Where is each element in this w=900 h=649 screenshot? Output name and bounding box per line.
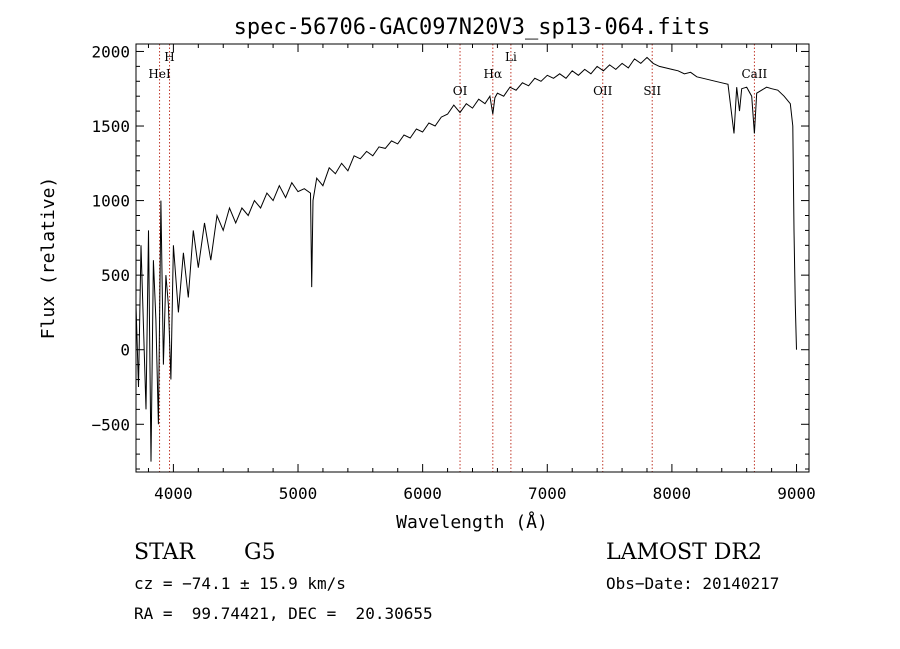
x-tick-label: 4000 [154, 484, 193, 503]
x-tick-label: 7000 [528, 484, 567, 503]
y-tick-label: 1500 [91, 117, 130, 136]
object-subclass: G5 [244, 540, 276, 565]
line-marker-label: SII [643, 84, 661, 98]
y-tick-label: 2000 [91, 42, 130, 61]
line-marker-label: Li [505, 50, 517, 64]
x-tick-label: 5000 [279, 484, 318, 503]
y-axis-label: Flux (relative) [38, 177, 59, 340]
line-marker-label: H [164, 50, 174, 64]
line-marker-label: HeI [148, 67, 171, 81]
line-marker-label: OII [593, 84, 613, 98]
y-tick-label: 0 [120, 341, 130, 360]
chart-title: spec-56706-GAC097N20V3_sp13-064.fits [234, 15, 711, 40]
x-axis-label: Wavelength (Å) [396, 511, 548, 533]
x-tick-label: 9000 [777, 484, 816, 503]
x-tick-label: 6000 [403, 484, 442, 503]
line-marker-label: OI [453, 84, 468, 98]
coordinates: RA = 99.74421, DEC = 20.30655 [134, 604, 433, 623]
spectrum-series-line [135, 56, 797, 462]
object-class: STAR [134, 540, 195, 565]
line-marker-label: Hα [484, 67, 503, 81]
redshift-velocity: cz = −74.1 ± 15.9 km/s [134, 574, 346, 593]
observation-date: Obs−Date: 20140217 [606, 574, 780, 593]
y-tick-label: −500 [91, 415, 130, 434]
y-tick-label: 500 [101, 266, 130, 285]
x-tick-label: 8000 [653, 484, 692, 503]
y-tick-label: 1000 [91, 192, 130, 211]
line-marker-label: CaII [741, 67, 767, 81]
survey-name: LAMOST DR2 [606, 540, 762, 565]
